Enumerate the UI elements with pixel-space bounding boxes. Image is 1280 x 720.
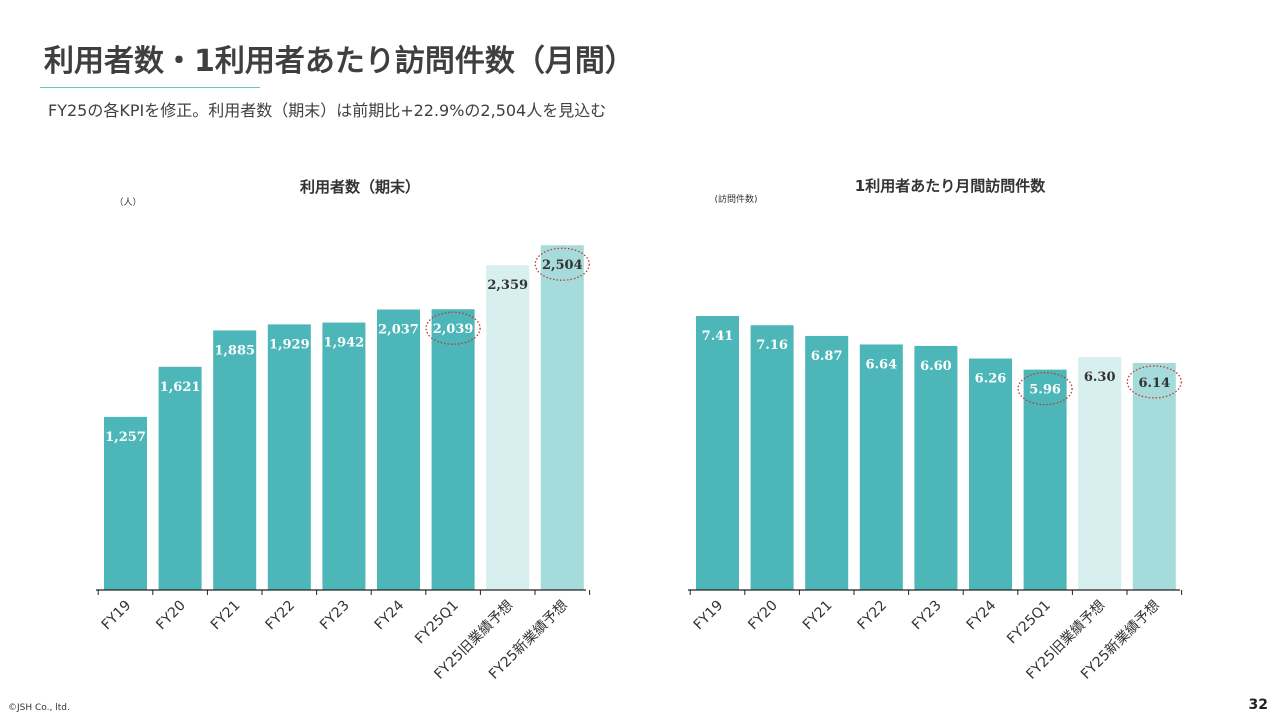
x-tick-label: FY23 xyxy=(317,598,353,634)
data-label: 6.26 xyxy=(975,372,1007,387)
bar-visits-0 xyxy=(696,316,739,590)
data-label: 1,621 xyxy=(160,380,201,395)
bar-visits-3 xyxy=(859,344,903,590)
data-label: 1,942 xyxy=(324,336,365,351)
data-label: 6.64 xyxy=(865,357,897,372)
users-bar-chart: 利用者数（期末） （人） 1,257 FY19 1,621 FY20 1,885 FY21 1,… xyxy=(96,178,591,683)
bar-visits-7 xyxy=(1078,357,1122,590)
x-tick-label: FY20 xyxy=(153,598,189,634)
data-label: 2,037 xyxy=(378,323,419,338)
bar-visits-4 xyxy=(914,345,958,590)
bar-visits-2 xyxy=(805,335,849,590)
x-tick-label: FY24 xyxy=(964,597,1000,633)
data-label: 7.16 xyxy=(756,338,788,353)
chart-title: 1利用者あたり月間訪問件数 xyxy=(855,177,1046,195)
x-tick-label: FY19 xyxy=(691,598,727,634)
data-label: 6.30 xyxy=(1084,370,1116,385)
visits-per-user-bar-chart: 1利用者あたり月間訪問件数 (訪問件数) 7.41 FY19 7.16 FY20 6.87 F… xyxy=(688,177,1183,683)
page-number: 32 xyxy=(1248,697,1268,713)
bar-users-1 xyxy=(158,366,202,590)
x-tick-label: FY25Q1 xyxy=(412,598,462,648)
bar-users-4 xyxy=(322,322,366,590)
bar-visits-6 xyxy=(1023,369,1067,590)
bar-users-0 xyxy=(104,416,147,590)
bar-visits-1 xyxy=(750,325,794,590)
x-tick-label: FY20 xyxy=(745,598,781,634)
data-label: 6.60 xyxy=(920,359,952,374)
data-label: 2,504 xyxy=(542,258,583,273)
bar-users-5 xyxy=(377,309,420,590)
data-label: 7.41 xyxy=(702,329,734,344)
bar-visits-5 xyxy=(969,358,1012,590)
copyright-notice: ©JSH Co., ltd. xyxy=(8,703,70,713)
chart-title: 利用者数（期末） xyxy=(300,178,420,196)
data-label: 5.96 xyxy=(1029,383,1061,398)
x-tick-label: FY19 xyxy=(99,598,135,634)
highlight-circle xyxy=(1017,371,1073,406)
data-label: 1,885 xyxy=(214,343,255,358)
title-underline xyxy=(40,87,260,88)
x-tick-label: FY24 xyxy=(372,597,408,633)
x-tick-label: FY22 xyxy=(262,598,298,634)
slide-subtitle: FY25の各KPIを修正。利用者数（期末）は前期比+22.9%の2,504人を見… xyxy=(48,101,607,120)
slide-title: 利用者数・1利用者あたり訪問件数（月間） xyxy=(44,44,635,79)
x-tick-label: FY25Q1 xyxy=(1004,598,1054,648)
bar-users-3 xyxy=(267,324,311,590)
bar-users-6 xyxy=(431,309,475,590)
x-tick-label: FY21 xyxy=(208,598,244,634)
bar-users-2 xyxy=(213,330,257,590)
x-tick-label: FY23 xyxy=(909,598,945,634)
bar-visits-8 xyxy=(1132,362,1176,590)
highlight-circle xyxy=(425,311,481,345)
highlight-circle xyxy=(534,247,590,281)
y-axis-unit-label: (訪問件数) xyxy=(714,193,757,205)
data-label: 2,359 xyxy=(487,278,528,293)
x-tick-label: FY21 xyxy=(800,598,836,634)
x-tick-label: FY22 xyxy=(854,598,890,634)
data-label: 2,039 xyxy=(433,322,474,337)
data-label: 6.14 xyxy=(1138,376,1170,391)
bar-users-8 xyxy=(540,245,584,591)
bar-users-7 xyxy=(486,265,530,590)
data-label: 1,929 xyxy=(269,337,310,352)
y-axis-unit-label: （人） xyxy=(114,197,141,208)
highlight-circle xyxy=(1126,365,1182,399)
data-label: 1,257 xyxy=(105,430,146,445)
data-label: 6.87 xyxy=(811,349,843,364)
